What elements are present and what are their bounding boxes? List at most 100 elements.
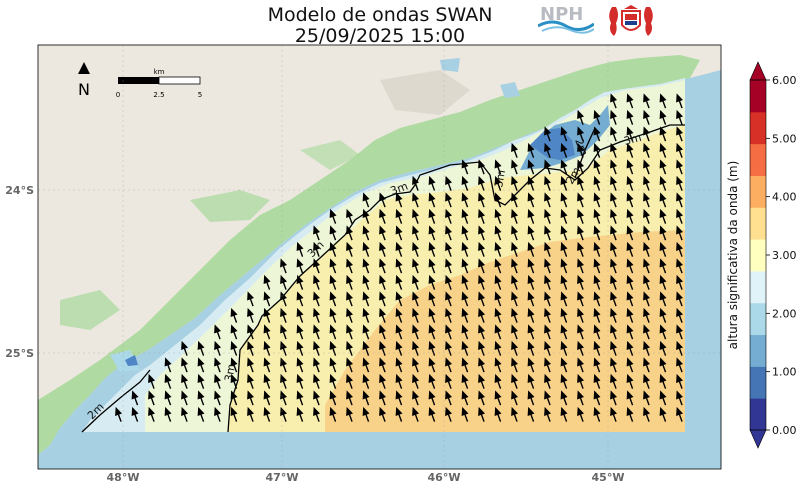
colorbar-segment: [750, 302, 766, 336]
wave-arrow-icon: [461, 340, 469, 356]
wave-arrow-icon: [379, 274, 387, 290]
wave-arrow-icon: [445, 274, 453, 290]
wave-arrow-icon: [676, 390, 684, 406]
wave-arrow-icon: [362, 241, 370, 257]
wave-arrow-icon: [544, 307, 552, 323]
wave-arrow-icon: [511, 291, 519, 307]
wave-arrow-icon: [643, 142, 651, 158]
wave-arrow-icon: [544, 208, 552, 224]
wave-arrow-icon: [280, 390, 288, 406]
wave-arrow-icon: [181, 390, 189, 406]
chart-datetime: 25/09/2025 15:00: [294, 25, 466, 47]
wave-arrow-icon: [494, 291, 502, 307]
colorbar-segment: [750, 239, 766, 272]
wave-arrow-icon: [428, 208, 436, 224]
wave-arrow-icon: [131, 406, 139, 422]
wave-arrow-icon: [263, 390, 271, 406]
wave-arrow-icon: [676, 225, 684, 241]
wave-arrow-icon: [362, 390, 370, 406]
wave-arrow-icon: [362, 357, 370, 373]
wave-arrow-icon: [412, 406, 420, 422]
wave-arrow-icon: [395, 192, 403, 208]
wave-arrow-icon: [445, 241, 453, 257]
wave-arrow-icon: [461, 324, 469, 340]
contour-3m: [227, 124, 685, 433]
wave-arrow-icon: [461, 159, 469, 175]
wave-arrow-icon: [676, 126, 684, 142]
wave-arrow-icon: [659, 406, 667, 422]
wave-arrow-icon: [577, 225, 585, 241]
wave-arrow-icon: [643, 241, 651, 257]
colorbar-min-extension: [749, 429, 767, 449]
wave-arrow-icon: [478, 340, 486, 356]
wave-arrow-icon: [659, 390, 667, 406]
wave-arrow-icon: [362, 274, 370, 290]
wave-arrow-icon: [461, 241, 469, 257]
wave-arrow-icon: [296, 340, 304, 356]
wave-arrow-icon: [610, 126, 618, 142]
wave-arrow-icon: [643, 126, 651, 142]
wave-arrow-icon: [379, 373, 387, 389]
wave-arrow-icon: [626, 93, 634, 109]
wave-arrow-icon: [313, 258, 321, 274]
wave-arrow-icon: [527, 225, 535, 241]
wave-arrow-icon: [379, 225, 387, 241]
wave-arrow-icon: [164, 357, 172, 373]
wave-arrow-icon: [313, 291, 321, 307]
wave-arrow-icon: [280, 324, 288, 340]
wave-arrow-icon: [577, 258, 585, 274]
colorbar-segment: [750, 111, 766, 145]
wave-arrow-icon: [527, 175, 535, 191]
wave-arrow-icon: [247, 307, 255, 323]
wave-arrow-icon: [593, 126, 601, 142]
wave-arrow-icon: [527, 159, 535, 175]
wave-direction-arrows: [115, 93, 684, 422]
wave-arrow-icon: [560, 126, 568, 142]
wave-arrow-icon: [626, 109, 634, 125]
wave-arrow-icon: [478, 258, 486, 274]
wave-arrow-icon: [395, 324, 403, 340]
wave-arrow-icon: [544, 274, 552, 290]
wave-arrow-icon: [544, 324, 552, 340]
wave-arrow-icon: [560, 208, 568, 224]
wave-arrow-icon: [329, 340, 337, 356]
wave-arrow-icon: [247, 390, 255, 406]
wave-arrow-icon: [676, 109, 684, 125]
wave-arrow-icon: [659, 340, 667, 356]
wave-arrow-icon: [329, 390, 337, 406]
wave-arrow-icon: [659, 324, 667, 340]
wave-arrow-icon: [313, 406, 321, 422]
wave-arrow-icon: [593, 340, 601, 356]
wave-arrow-icon: [395, 225, 403, 241]
wave-arrow-icon: [313, 324, 321, 340]
colorbar-tick-label: 6.00: [772, 74, 797, 87]
wave-arrow-icon: [577, 109, 585, 125]
wave-arrow-icon: [461, 225, 469, 241]
wave-arrow-icon: [577, 175, 585, 191]
wave-arrow-icon: [577, 192, 585, 208]
wave-arrow-icon: [659, 225, 667, 241]
wave-arrow-icon: [511, 406, 519, 422]
wave-arrow-icon: [544, 373, 552, 389]
colorbar-segment: [750, 334, 766, 367]
wave-arrow-icon: [494, 307, 502, 323]
wave-arrow-icon: [247, 357, 255, 373]
wave-arrow-icon: [280, 340, 288, 356]
wave-arrow-icon: [659, 258, 667, 274]
wave-arrow-icon: [659, 175, 667, 191]
wave-arrow-icon: [593, 406, 601, 422]
colorbar-tick-label: 1.00: [772, 366, 797, 379]
wave-arrow-icon: [676, 406, 684, 422]
wave-arrow-icon: [593, 175, 601, 191]
wave-arrow-icon: [412, 192, 420, 208]
wave-arrow-icon: [412, 340, 420, 356]
wave-arrow-icon: [676, 241, 684, 257]
wave-arrow-icon: [659, 357, 667, 373]
lon-label-46: 46°W: [428, 471, 461, 484]
wave-arrow-icon: [445, 208, 453, 224]
colorbar-segment: [750, 270, 766, 304]
wave-arrow-icon: [230, 340, 238, 356]
wave-arrow-icon: [329, 258, 337, 274]
wave-arrow-icon: [511, 307, 519, 323]
wave-arrow-icon: [412, 357, 420, 373]
